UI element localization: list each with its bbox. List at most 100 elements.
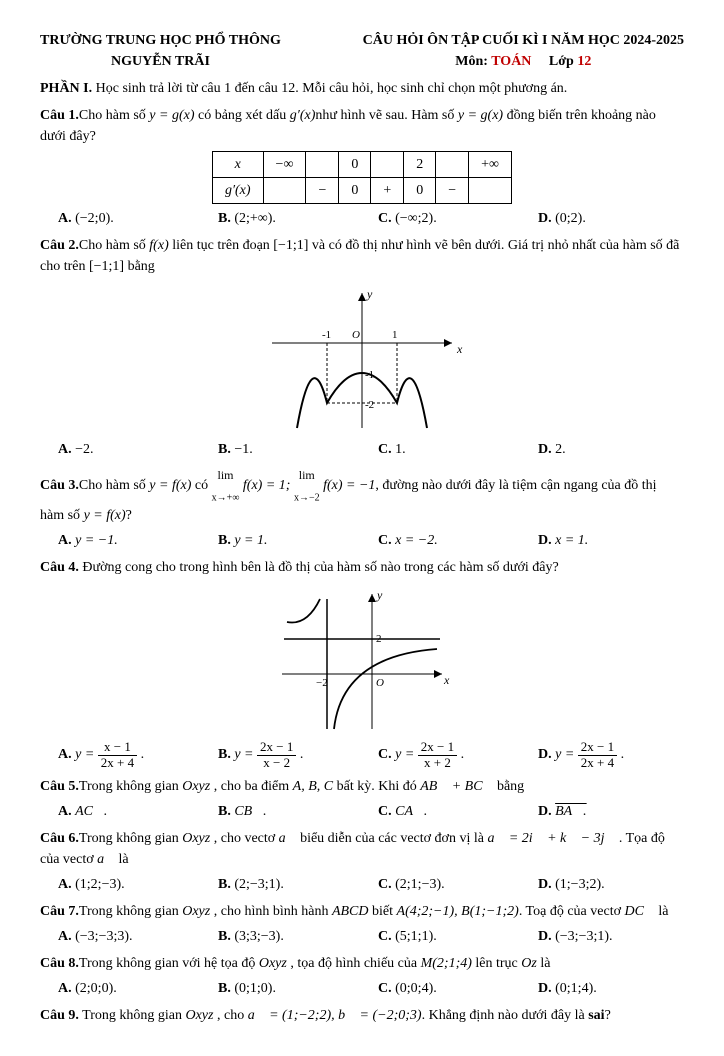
q-label: Câu 5. <box>40 779 79 794</box>
q-text: , cho <box>213 1008 247 1023</box>
opt-a: A. (−2;0). <box>58 208 178 229</box>
table-cell: 0 <box>404 178 436 204</box>
q-formula: AB⃗ + BC⃗ <box>420 779 493 794</box>
q-formula: y = g(x) <box>458 108 503 123</box>
q-label: Câu 1. <box>40 108 79 123</box>
q-formula: A(4;2;−1), B(1;−1;2) <box>397 904 519 919</box>
axis-label: y <box>366 287 373 301</box>
lim-sub: x→+∞ <box>212 492 240 503</box>
opt-text: (−∞;2). <box>395 211 437 226</box>
table-cell <box>469 178 512 204</box>
opt-text: CA⃗. <box>395 804 427 819</box>
q-formula: DC⃗ <box>625 904 655 919</box>
opt-text: (1;−3;2). <box>555 877 605 892</box>
q-label: Câu 7. <box>40 904 79 919</box>
q-text: , tọa độ hình chiếu của <box>287 956 417 971</box>
opt-a: A. −2. <box>58 439 178 460</box>
tick-label: -2 <box>365 399 374 411</box>
q-text: Trong không gian <box>79 831 182 846</box>
table-cell: g′(x) <box>212 178 263 204</box>
q-formula: Oxyz <box>185 1008 213 1023</box>
frac-den: 2x + 4 <box>98 756 137 770</box>
q-text: . Khẳng định nào dưới đây là <box>422 1008 589 1023</box>
q-emph: sai <box>588 1008 604 1023</box>
q-formula: g′(x) <box>290 108 316 123</box>
tick-label: 1 <box>392 329 398 341</box>
table-cell: 2 <box>404 152 436 178</box>
axis-label: x <box>456 342 463 356</box>
figure-q2: x y O -1 1 -1 -2 <box>40 283 684 433</box>
opt-c: C. (0;0;4). <box>378 978 498 999</box>
opt-d: D. (0;1;4). <box>538 978 658 999</box>
q-formula: y = f(x) <box>84 508 126 523</box>
opt-d: D. 2. <box>538 439 658 460</box>
yeq: y = <box>75 747 94 762</box>
yeq: y = <box>234 747 253 762</box>
q-text: là <box>115 852 129 867</box>
q-formula: f(x) <box>149 238 168 253</box>
tick-label: −2 <box>316 677 328 689</box>
q-formula: a⃗ = 2i⃗ + k⃗ − 3j⃗ <box>487 831 615 846</box>
q-formula: y = f(x) <box>149 478 191 493</box>
opt-text: x = −2. <box>395 533 438 548</box>
tick-label: -1 <box>322 329 331 341</box>
opt-text: −1. <box>234 442 252 457</box>
opt-b: B. (2;+∞). <box>218 208 338 229</box>
opt-a: A. (−3;−3;3). <box>58 926 178 947</box>
table-cell: +∞ <box>469 152 512 178</box>
q-text: , cho vectơ <box>210 831 278 846</box>
table-cell: −∞ <box>263 152 306 178</box>
q-text: bằng <box>493 779 524 794</box>
q-formula: a⃗ = (1;−2;2), b⃗ = (−2;0;3) <box>248 1008 422 1023</box>
question-6: Câu 6.Trong không gian Oxyz , cho vectơ … <box>40 828 684 870</box>
opt-text: AC⃗. <box>75 804 107 819</box>
opt-c: C. CA⃗. <box>378 801 498 822</box>
opt-text: 1. <box>395 442 406 457</box>
q-text: Cho hàm số <box>79 238 149 253</box>
yeq: y = <box>395 747 414 762</box>
question-9: Câu 9. Trong không gian Oxyz , cho a⃗ = … <box>40 1005 684 1026</box>
graph-q4: x y O −2 2 <box>272 584 452 734</box>
table-cell <box>263 178 306 204</box>
table-cell: − <box>436 178 469 204</box>
question-5: Câu 5.Trong không gian Oxyz , cho ba điể… <box>40 776 684 797</box>
table-cell <box>371 152 404 178</box>
q4-options: A. y = x − 12x + 4 . B. y = 2x − 1x − 2 … <box>58 740 684 770</box>
question-4: Câu 4. Đường cong cho trong hình bên là … <box>40 557 684 578</box>
opt-d: D. y = 2x − 12x + 4 . <box>538 740 658 770</box>
sign-table: x −∞ 0 2 +∞ g′(x) − 0 + 0 − <box>212 151 512 204</box>
opt-text: (3;3;−3). <box>234 929 284 944</box>
q-text: Trong không gian <box>82 1008 185 1023</box>
question-2: Câu 2.Cho hàm số f(x) liên tục trên đoạn… <box>40 235 684 277</box>
question-7: Câu 7.Trong không gian Oxyz , cho hình b… <box>40 901 684 922</box>
lim-label: lim <box>299 468 315 482</box>
q-formula: Oz <box>521 956 537 971</box>
opt-d: D. BA⃗. <box>538 801 658 822</box>
q-text: có bảng xét dấu <box>195 108 290 123</box>
opt-b: B. CB⃗. <box>218 801 338 822</box>
q-text: Cho hàm số <box>79 108 149 123</box>
origin-label: O <box>376 677 384 689</box>
opt-d: D. (1;−3;2). <box>538 874 658 895</box>
frac-num: 2x − 1 <box>418 740 457 755</box>
q-text: biết <box>369 904 397 919</box>
table-cell: 0 <box>339 152 371 178</box>
q-formula: M(2;1;4) <box>421 956 472 971</box>
opt-text: (0;1;4). <box>555 981 597 996</box>
opt-d: D. (0;2). <box>538 208 658 229</box>
opt-text: (0;0;4). <box>395 981 437 996</box>
table-cell: − <box>306 178 339 204</box>
school-line1: TRƯỜNG TRUNG HỌC PHỔ THÔNG <box>40 30 281 51</box>
q-text: , cho ba điểm <box>210 779 292 794</box>
q-label: Câu 9. <box>40 1008 79 1023</box>
opt-text: (2;1;−3). <box>395 877 445 892</box>
opt-d: D. x = 1. <box>538 530 658 551</box>
q-text: Cho hàm số <box>79 478 149 493</box>
grade-label: Lớp <box>549 54 574 69</box>
opt-text: x = 1. <box>555 533 588 548</box>
opt-text: (0;2). <box>555 211 586 226</box>
q-text: Đường cong cho trong hình bên là đồ thị … <box>82 560 558 575</box>
q-formula: Oxyz <box>182 904 210 919</box>
q7-options: A. (−3;−3;3). B. (3;3;−3). C. (5;1;1). D… <box>58 926 684 947</box>
opt-b: B. y = 2x − 1x − 2 . <box>218 740 338 770</box>
